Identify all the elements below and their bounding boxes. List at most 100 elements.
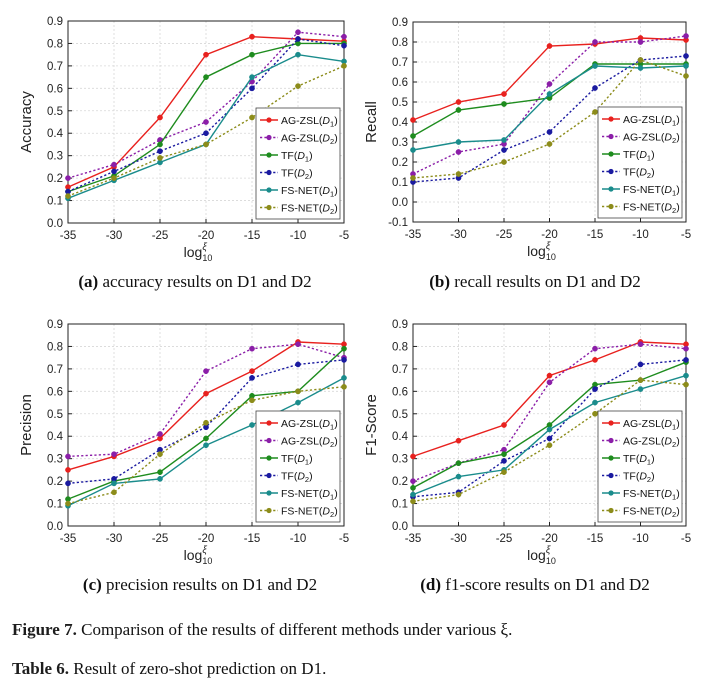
data-point [683, 63, 689, 69]
y-axis-label: Precision [18, 394, 35, 456]
x-tick-label: -5 [339, 230, 349, 242]
data-point [683, 73, 689, 79]
data-point [546, 372, 553, 379]
data-point [592, 345, 598, 352]
data-point [637, 361, 644, 368]
legend-entry-5: FS-NET(D2) [623, 202, 680, 216]
data-point [65, 467, 71, 473]
data-point [203, 119, 209, 125]
data-point [501, 469, 507, 475]
data-point [683, 33, 689, 39]
data-point [341, 383, 347, 390]
data-point [592, 63, 598, 69]
data-point [65, 480, 71, 487]
y-tick-label: 0.6 [392, 77, 408, 89]
data-point [410, 453, 416, 460]
data-point [65, 500, 71, 507]
data-point [65, 453, 71, 460]
legend-box [597, 410, 683, 523]
legend-entry-0: AG-ZSL(D1) [281, 115, 338, 129]
legend-entry-2: TF(D1) [623, 149, 655, 163]
legend-marker-1 [608, 437, 614, 444]
legend-entry-5: FS-NET(D2) [281, 203, 338, 217]
legend-entry-0: AG-ZSL(D1) [281, 418, 338, 432]
data-point [501, 422, 507, 428]
legend-marker-4 [266, 187, 272, 193]
data-point [683, 357, 689, 363]
y-tick-label: 0.7 [47, 364, 63, 376]
figure-caption: Figure 7. Comparison of the results of d… [12, 620, 513, 639]
data-point [203, 130, 209, 137]
data-point [295, 399, 301, 406]
x-tick-label: -15 [244, 533, 261, 545]
caption-c: (c) precision results on D1 and D2 [82, 575, 318, 594]
x-tick-label: -30 [450, 533, 467, 545]
y-tick-label: 0.0 [392, 197, 408, 209]
y-tick-label: 0.4 [392, 431, 409, 443]
x-tick-label: -15 [587, 229, 604, 241]
data-point [455, 491, 462, 498]
legend-marker-1 [266, 437, 272, 444]
data-point [683, 372, 689, 379]
data-point [295, 83, 301, 89]
y-tick-label: 0.3 [47, 151, 63, 163]
data-point [111, 161, 117, 168]
legend-entry-2: TF(D1) [281, 150, 313, 164]
x-axis-label: log10ξ [527, 545, 556, 566]
y-axis-label: Accuracy [18, 91, 35, 153]
legend: AG-ZSL(D1) AG-ZSL(D2) TF(D1) TF(D2) FS-NET(D… [255, 107, 341, 220]
legend-entry-4: FS-NET(D1) [623, 488, 680, 502]
data-point [203, 51, 209, 58]
y-tick-label: 0.0 [47, 218, 63, 230]
y-tick-label: 0.6 [47, 386, 63, 398]
legend-marker-5 [266, 204, 272, 211]
data-point [249, 74, 255, 80]
y-tick-label: 0.8 [392, 37, 408, 49]
y-tick-label: 0.7 [392, 57, 408, 69]
legend-entry-5: FS-NET(D2) [281, 506, 338, 520]
data-point [455, 107, 462, 113]
data-point [455, 99, 462, 105]
data-point [410, 147, 416, 153]
x-tick-label: -10 [632, 533, 649, 545]
data-point [410, 491, 416, 498]
data-point [501, 91, 507, 97]
data-point [295, 29, 301, 36]
data-point [157, 155, 163, 161]
data-point [455, 149, 462, 155]
data-point [111, 489, 117, 496]
legend-entry-3: TF(D2) [281, 471, 313, 485]
x-axis-label: log10ξ [184, 242, 213, 263]
x-tick-label: -30 [450, 229, 467, 241]
y-axis-label: Recall [363, 101, 380, 143]
x-tick-label: -10 [290, 230, 307, 242]
data-point [546, 442, 553, 449]
data-point [592, 410, 598, 417]
data-point [341, 345, 347, 352]
data-point [637, 39, 644, 45]
legend-entry-4: FS-NET(D1) [623, 184, 680, 198]
data-point [455, 460, 462, 467]
x-tick-label: -20 [541, 229, 558, 241]
y-tick-label: 0.8 [47, 38, 63, 50]
data-point [157, 114, 163, 121]
y-tick-label: 0.2 [47, 476, 63, 488]
legend-entry-4: FS-NET(D1) [281, 185, 338, 199]
data-point [249, 375, 255, 381]
data-point [455, 171, 462, 177]
legend-entry-5: FS-NET(D2) [623, 506, 680, 520]
y-tick-label: 0.7 [47, 61, 63, 73]
x-tick-label: -10 [290, 533, 307, 545]
data-point [249, 51, 255, 58]
data-point [249, 114, 255, 121]
y-tick-label: 0.2 [392, 157, 408, 169]
data-point [111, 168, 117, 175]
legend-entry-0: AG-ZSL(D1) [623, 114, 680, 128]
data-point [341, 375, 347, 381]
y-tick-label: 0.4 [47, 128, 64, 140]
legend-marker-4 [266, 490, 272, 496]
x-tick-label: -5 [681, 533, 691, 545]
data-point [65, 175, 71, 181]
x-axis-label: log10ξ [184, 545, 213, 566]
legend-marker-0 [608, 420, 614, 426]
